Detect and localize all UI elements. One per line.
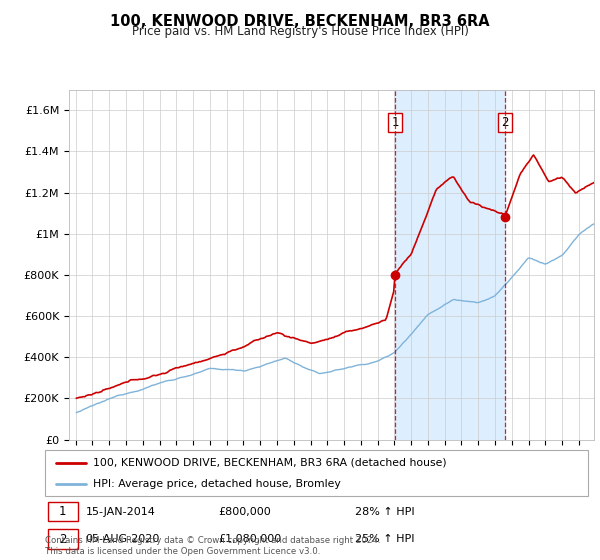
FancyBboxPatch shape [45,450,588,496]
Text: Price paid vs. HM Land Registry's House Price Index (HPI): Price paid vs. HM Land Registry's House … [131,25,469,38]
Text: HPI: Average price, detached house, Bromley: HPI: Average price, detached house, Brom… [93,479,341,489]
Text: £1,080,000: £1,080,000 [219,534,282,544]
Text: 2: 2 [59,533,67,545]
Text: Contains HM Land Registry data © Crown copyright and database right 2024.
This d: Contains HM Land Registry data © Crown c… [45,536,380,556]
Text: 100, KENWOOD DRIVE, BECKENHAM, BR3 6RA: 100, KENWOOD DRIVE, BECKENHAM, BR3 6RA [110,14,490,29]
Text: £800,000: £800,000 [219,507,272,516]
Text: 28% ↑ HPI: 28% ↑ HPI [355,507,414,516]
Text: 1: 1 [391,116,399,129]
Bar [395,90,505,440]
Text: 1: 1 [59,505,67,518]
Text: 05-AUG-2020: 05-AUG-2020 [86,534,160,544]
FancyBboxPatch shape [48,502,77,521]
Text: 25% ↑ HPI: 25% ↑ HPI [355,534,414,544]
Text: 2: 2 [501,116,509,129]
Text: 100, KENWOOD DRIVE, BECKENHAM, BR3 6RA (detached house): 100, KENWOOD DRIVE, BECKENHAM, BR3 6RA (… [93,458,446,468]
Text: 15-JAN-2014: 15-JAN-2014 [86,507,155,516]
FancyBboxPatch shape [48,529,77,549]
